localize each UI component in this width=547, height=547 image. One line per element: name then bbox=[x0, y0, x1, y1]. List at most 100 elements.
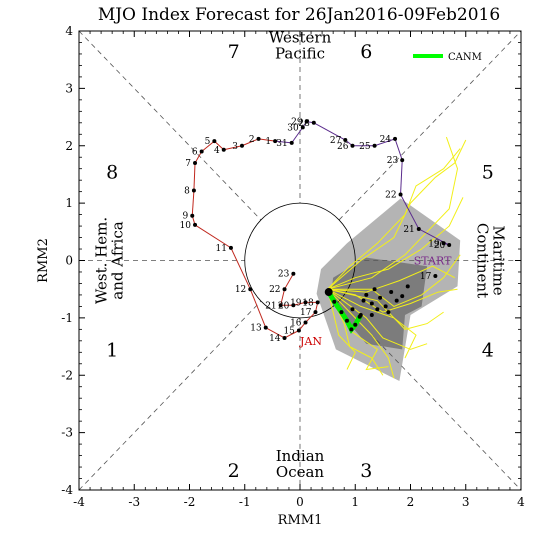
phase-divider bbox=[78, 300, 262, 491]
ensemble-member-3 bbox=[327, 265, 455, 293]
observed-day-point bbox=[199, 149, 204, 154]
forecast-mean-point bbox=[349, 327, 354, 332]
observed-day-point bbox=[273, 139, 278, 144]
observed-segment bbox=[400, 160, 403, 195]
y-tick-label: 1 bbox=[65, 196, 73, 210]
observed-day-point bbox=[398, 192, 403, 197]
observed-day-point bbox=[313, 310, 318, 315]
observed-day-point bbox=[191, 188, 196, 193]
observed-day-label: 8 bbox=[184, 187, 190, 197]
legend-label-canm: CANM bbox=[448, 52, 482, 63]
y-axis-label: RMM2 bbox=[36, 238, 51, 283]
forecast-point bbox=[350, 307, 355, 312]
phase-divider bbox=[78, 30, 262, 221]
observed-day-label: 20 bbox=[434, 241, 446, 251]
observed-day-point bbox=[228, 245, 233, 250]
observed-day-point bbox=[400, 158, 405, 163]
observed-day-label: 24 bbox=[380, 135, 392, 145]
observed-day-point bbox=[372, 143, 377, 148]
region-label-line: Western bbox=[269, 28, 332, 46]
legend: CANM bbox=[413, 52, 482, 63]
phase-label-5: 5 bbox=[482, 162, 494, 184]
observed-day-label: 15 bbox=[283, 326, 295, 336]
x-tick-label: 0 bbox=[296, 495, 304, 509]
observed-day-label: 6 bbox=[192, 147, 198, 157]
observed-day-label: 9 bbox=[183, 212, 189, 222]
observed-segment bbox=[293, 301, 306, 306]
observed-day-label: 21 bbox=[265, 301, 276, 311]
x-tick-label: -2 bbox=[184, 495, 196, 509]
observed-day-label: 30 bbox=[287, 123, 299, 133]
observed-segment bbox=[400, 194, 420, 230]
observed-day-point bbox=[282, 287, 287, 292]
ensemble-member-10 bbox=[327, 288, 444, 330]
y-tick-label: 3 bbox=[65, 81, 73, 95]
observed-day-label: 14 bbox=[269, 334, 281, 344]
y-tick-label: 2 bbox=[65, 139, 73, 153]
observed-day-label: 5 bbox=[205, 137, 211, 147]
region-label-line: Pacific bbox=[275, 44, 325, 62]
observed-day-point bbox=[343, 138, 348, 143]
observed-day-label: 2 bbox=[249, 135, 255, 145]
forecast-mean-point bbox=[339, 310, 344, 315]
observed-day-point bbox=[433, 273, 438, 278]
observed-day-label: 25 bbox=[359, 142, 371, 152]
ensemble-member-13 bbox=[327, 254, 461, 307]
y-tick-label: -4 bbox=[61, 483, 73, 497]
forecast-mean-point bbox=[344, 318, 349, 323]
observed-day-point bbox=[447, 243, 452, 248]
forecast-trajectory bbox=[324, 284, 410, 334]
observed-day-point bbox=[303, 320, 308, 325]
x-tick-label: 2 bbox=[407, 495, 415, 509]
observed-day-point bbox=[282, 335, 287, 340]
observed-day-point bbox=[315, 300, 320, 305]
observed-segment bbox=[194, 151, 203, 164]
observed-day-label: 23 bbox=[278, 270, 290, 280]
observed-day-label: 12 bbox=[235, 285, 246, 295]
forecast-point bbox=[405, 284, 410, 289]
ensemble-member-4 bbox=[327, 288, 395, 379]
y-tick-label: -1 bbox=[61, 311, 73, 325]
phase-divider bbox=[338, 300, 522, 491]
observed-segment bbox=[284, 330, 300, 339]
observed-segment bbox=[291, 127, 304, 144]
phase-label-4: 4 bbox=[482, 339, 494, 361]
observed-day-point bbox=[416, 226, 421, 231]
region-label: West. Hem.and Africa bbox=[92, 217, 126, 304]
observed-day-label: 17 bbox=[420, 272, 432, 282]
forecast-point bbox=[364, 292, 369, 297]
observed-day-point bbox=[393, 136, 398, 141]
observed-day-label: 16 bbox=[290, 318, 302, 328]
observed-day-point bbox=[296, 328, 301, 333]
observed-segment bbox=[241, 138, 259, 147]
y-tick-label: -2 bbox=[61, 368, 73, 382]
x-tick-label: 3 bbox=[462, 495, 470, 509]
observed-day-label: 19 bbox=[428, 239, 440, 249]
forecast-point bbox=[372, 287, 377, 292]
phase-label-6: 6 bbox=[360, 41, 372, 63]
observed-day-label: 22 bbox=[385, 191, 396, 201]
region-label-line: Maritime bbox=[490, 225, 508, 295]
phase-label-1: 1 bbox=[106, 339, 118, 361]
observed-day-point bbox=[350, 143, 355, 148]
observed-segment bbox=[193, 162, 196, 191]
observed-day-label: 23 bbox=[387, 156, 399, 166]
y-tick-label: 4 bbox=[65, 24, 73, 38]
observed-segment bbox=[280, 289, 286, 306]
region-label-line: and Africa bbox=[108, 221, 126, 299]
observed-day-label: 13 bbox=[250, 324, 262, 334]
observed-day-point bbox=[221, 147, 226, 152]
observed-segment bbox=[265, 327, 285, 339]
observed-day-point bbox=[303, 300, 308, 305]
forecast-point bbox=[400, 294, 405, 299]
forecast-mean-point bbox=[353, 322, 358, 327]
phase-label-3: 3 bbox=[360, 460, 372, 482]
observed-day-label: 22 bbox=[269, 285, 280, 295]
phase-label-2: 2 bbox=[228, 460, 240, 482]
observed-segment bbox=[258, 138, 276, 142]
observed-day-point bbox=[193, 160, 198, 165]
